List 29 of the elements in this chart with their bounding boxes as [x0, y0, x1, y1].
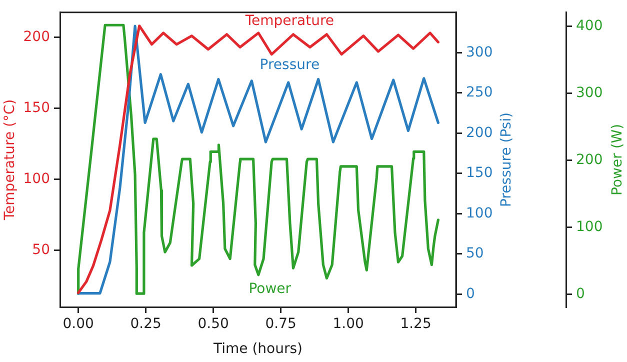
x-tick-label: 0.75 — [265, 316, 296, 332]
y2-tick-label: 0 — [466, 286, 475, 302]
x-tick-label: 1.00 — [332, 316, 364, 332]
y-tick-label: 200 — [23, 28, 50, 45]
y3-axis-title: Power (W) — [610, 124, 626, 196]
y2-axis-title: Pressure (Psi) — [498, 112, 515, 207]
series-label: Pressure — [260, 57, 320, 74]
y-axis-title: Temperature (°C) — [2, 99, 18, 222]
y2-tick-label: 300 — [466, 44, 493, 60]
y2-tick-label: 100 — [466, 205, 493, 222]
y-tick-label: 100 — [23, 170, 50, 187]
x-tick-label: 1.25 — [400, 316, 432, 332]
y3-tick-label: 300 — [576, 85, 603, 102]
y2-tick-label: 150 — [466, 165, 493, 182]
y2-tick-label: 50 — [466, 246, 484, 262]
y2-tick-label: 200 — [466, 124, 493, 141]
series-label: Power — [248, 280, 292, 297]
x-tick-label: 0.25 — [130, 316, 162, 332]
x-tick-label: 0.00 — [62, 316, 94, 332]
y-tick-label: 50 — [32, 242, 50, 258]
x-axis-title: Time (hours) — [212, 341, 302, 358]
y-tick-label: 150 — [23, 100, 50, 116]
y3-tick-label: 200 — [576, 152, 603, 168]
y3-tick-label: 0 — [576, 286, 585, 302]
y2-tick-label: 250 — [466, 84, 493, 101]
y3-tick-label: 100 — [576, 218, 603, 235]
y3-tick-label: 400 — [576, 18, 603, 34]
series-label: Temperature — [244, 12, 334, 29]
x-tick-label: 0.50 — [198, 316, 229, 332]
